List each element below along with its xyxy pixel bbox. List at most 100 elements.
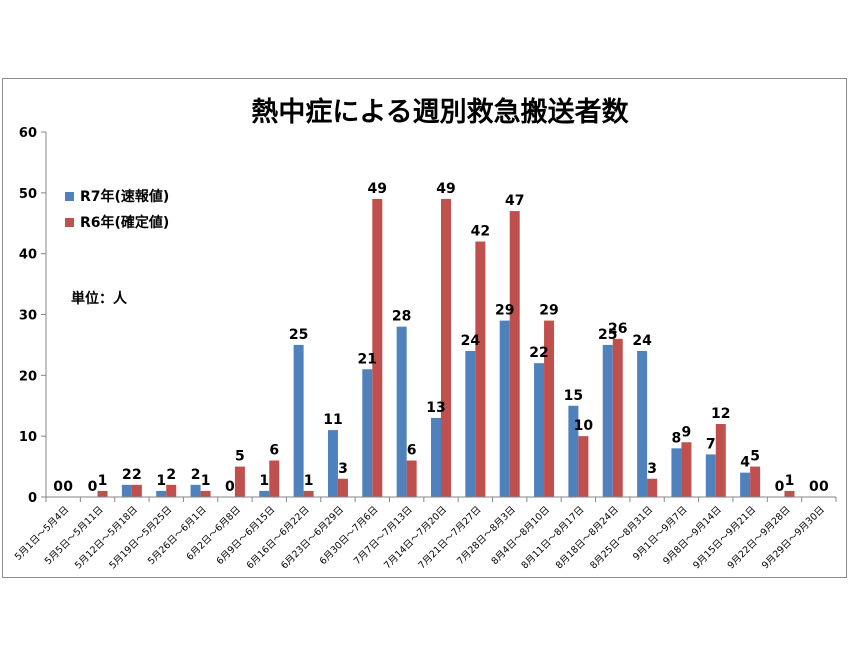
x-tick-label: 9月22日～9月28日	[726, 504, 793, 571]
y-tick-label: 0	[28, 491, 37, 506]
x-tick-label: 9月15日～9月21日	[691, 504, 758, 571]
y-tick-label: 10	[19, 430, 37, 445]
data-label-r7: 7	[706, 436, 716, 452]
legend-swatch-r7	[65, 192, 74, 201]
data-label-r7: 29	[495, 303, 514, 319]
bar-r7	[327, 430, 338, 497]
data-label-r6: 49	[368, 181, 387, 197]
bar-r7	[568, 405, 579, 497]
bars-group	[97, 198, 795, 498]
data-label-r7: 2	[191, 467, 201, 483]
bar-r7	[396, 326, 407, 497]
data-label-r7: 4	[740, 455, 750, 471]
data-label-r6: 2	[166, 467, 176, 483]
x-tick-label: 5月26日～6月1日	[146, 504, 209, 567]
data-label-r7: 25	[598, 327, 617, 343]
data-label-r6: 5	[750, 449, 760, 465]
data-label-r7: 24	[461, 333, 481, 349]
bar-r7	[671, 448, 682, 497]
x-tick-label: 5月5日～5月11日	[43, 504, 106, 567]
data-label-r6: 49	[436, 181, 455, 197]
bar-r6	[166, 484, 177, 497]
x-tick-label: 9月8日～9月14日	[661, 504, 724, 567]
x-tick-label: 8月25日～8月31日	[588, 504, 655, 571]
legend-label-r6: R6年(確定値)	[80, 214, 169, 231]
x-tick-label: 6月23日～6月29日	[279, 504, 346, 571]
data-labels-group: 0 0 0 1 2 2 1 2 2 1 051625111321492861349244229472…	[53, 181, 829, 495]
data-label-r6: 3	[647, 461, 657, 477]
legend-label-r7: R7年(速報値)	[80, 188, 169, 205]
data-label-r7: 0	[88, 479, 98, 495]
x-tick-label: 7月21日～7月27日	[416, 504, 483, 571]
bar-r7	[121, 484, 132, 497]
bar-r6	[303, 490, 314, 497]
bar-r7	[362, 369, 373, 497]
bar-r7	[431, 417, 441, 497]
data-label-r7: 8	[672, 430, 682, 446]
data-label-r7: 1	[259, 473, 269, 489]
data-label-r6: 6	[407, 443, 417, 459]
data-label-r7: 24	[632, 333, 652, 349]
data-label-r6: 1	[304, 473, 314, 489]
x-tick-label: 9月29日～9月30日	[760, 504, 827, 571]
bar-r6	[337, 478, 348, 497]
x-tick-label: 7月14日～7月20日	[382, 504, 449, 571]
bar-r6	[200, 490, 211, 497]
data-label-r7: 25	[289, 327, 308, 343]
bar-r6	[544, 320, 555, 497]
bar-r7	[740, 472, 751, 497]
data-label-r7: 0	[809, 479, 819, 495]
bar-r6	[131, 484, 142, 497]
bar-r6	[234, 466, 245, 497]
y-tick-label: 20	[19, 369, 37, 384]
data-label-r7: 21	[358, 351, 377, 367]
unit-label: 単位：人	[71, 290, 128, 307]
x-tick-label: 6月9日～6月15日	[215, 504, 278, 567]
bar-r7	[499, 320, 510, 497]
bar-r6	[784, 490, 795, 497]
data-label-r7: 0	[53, 479, 63, 495]
bar-r7	[602, 344, 613, 497]
bar-r6	[441, 198, 451, 497]
x-tick-label: 6月16日～6月22日	[245, 504, 312, 571]
bar-r6	[647, 478, 658, 497]
x-tick-label: 7月28日～8月3日	[455, 504, 518, 567]
bar-r6	[269, 460, 280, 497]
data-label-r7: 2	[122, 467, 132, 483]
chart-title: 熱中症による週別救急搬送者数	[251, 96, 629, 128]
data-label-r7: 22	[529, 345, 548, 361]
x-tick-label: 5月19日～5月25日	[107, 504, 174, 571]
data-label-r6: 10	[574, 418, 594, 434]
y-tick-label: 40	[19, 248, 37, 263]
x-tick-label: 7月7日～7月13日	[352, 504, 415, 567]
x-tick-label: 8月4日～8月10日	[489, 504, 552, 567]
legend-swatch-r6	[65, 218, 74, 227]
x-tick-label: 5月12日～5月18日	[73, 504, 140, 571]
data-label-r6: 1	[98, 473, 108, 489]
data-label-r6: 12	[711, 406, 730, 422]
y-axis: 0 10 20 30 40 50 60	[19, 126, 47, 506]
bar-r6	[612, 338, 623, 497]
bar-r7	[705, 454, 716, 497]
bar-r6	[578, 436, 589, 497]
x-axis: 5月1日～5月4日5月5日～5月11日5月12日～5月18日5月19日～5月25…	[13, 496, 837, 571]
y-tick-label: 60	[19, 126, 37, 141]
data-label-r7: 13	[426, 400, 445, 416]
bar-r7	[259, 490, 270, 497]
legend: R7年(速報値) R6年(確定値)	[65, 188, 169, 231]
bar-r6	[475, 241, 486, 497]
data-label-r6: 29	[539, 303, 558, 319]
bar-r7	[534, 363, 545, 497]
data-label-r6: 3	[338, 461, 348, 477]
y-tick-label: 30	[19, 309, 37, 324]
data-label-r6: 9	[682, 424, 692, 440]
bar-r6	[372, 198, 383, 497]
bar-r6	[715, 424, 726, 497]
y-tick-label: 50	[19, 187, 37, 202]
data-label-r6: 6	[269, 443, 279, 459]
bar-r7	[637, 351, 648, 497]
data-label-r6: 0	[819, 479, 829, 495]
data-label-r6: 1	[201, 473, 211, 489]
